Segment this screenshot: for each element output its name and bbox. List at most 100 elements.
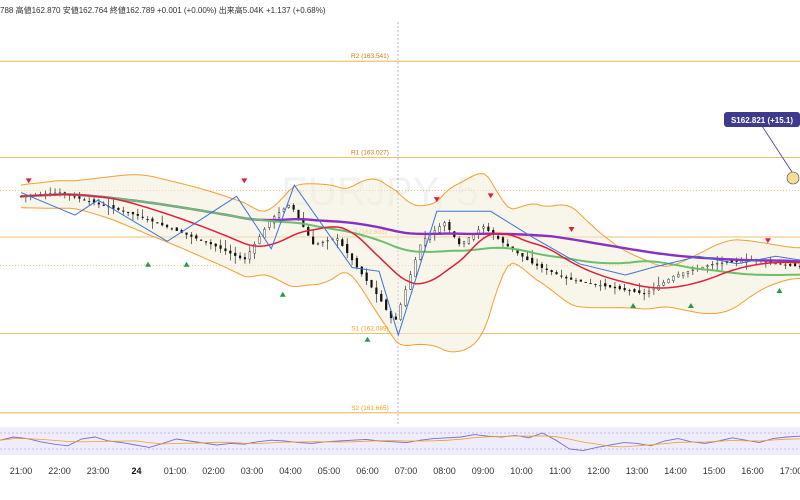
candle-body [720, 262, 724, 265]
candle-body [360, 266, 363, 275]
candle-body [175, 227, 178, 231]
candle-body [604, 283, 607, 287]
candle-body [170, 228, 174, 230]
time-tick-label: 21:00 [10, 466, 33, 476]
mid-ma-line [20, 193, 800, 276]
buy-arrow [687, 303, 694, 309]
upper-band [20, 173, 800, 267]
candle-body [633, 288, 636, 292]
time-tick-label: 03:00 [241, 466, 264, 476]
candle-body [414, 259, 417, 277]
time-tick-label: 24 [131, 466, 141, 476]
candle-body [448, 222, 451, 230]
bollinger-bands [20, 173, 800, 353]
candle-body [677, 274, 680, 278]
candle-body [312, 236, 315, 245]
candle-body [229, 250, 232, 254]
price-label[interactable]: S162.821 (+15.1) [724, 112, 800, 185]
candle-body [78, 196, 81, 199]
candle-body [190, 234, 193, 237]
candle-body [394, 316, 397, 320]
candle-body [117, 207, 120, 210]
candle-body [672, 276, 675, 281]
candle-body [560, 275, 563, 277]
candle-body [793, 263, 797, 267]
candle-body [234, 252, 237, 256]
candle-body [253, 243, 256, 254]
candle-body [185, 232, 188, 235]
candle-body [667, 279, 670, 283]
candle-body [204, 241, 208, 243]
pivot-label: R2 (163.541) [351, 53, 389, 60]
time-tick-label: 11:00 [549, 466, 571, 476]
candle-body [214, 243, 217, 247]
candle-body [706, 265, 709, 267]
candle-body [321, 241, 324, 243]
candle-body [404, 289, 407, 306]
candle-body [224, 248, 227, 252]
candle-body [613, 286, 617, 289]
candle-body [550, 270, 553, 273]
zigzag-line [20, 184, 800, 337]
sell-arrow [241, 178, 248, 184]
candle-body [711, 264, 714, 266]
candle-body [565, 276, 568, 279]
time-tick-label: 07:00 [395, 466, 418, 476]
signal-arrows [25, 178, 783, 342]
pivot-label: R1 (163.027) [351, 150, 389, 157]
candle-body [662, 282, 665, 286]
candle-body [691, 269, 694, 271]
candle-body [730, 260, 733, 263]
time-tick-label: 16:00 [741, 466, 764, 476]
candle-body [122, 210, 125, 212]
price-label-text: S162.821 (+15.1) [731, 116, 793, 125]
candle-body [156, 222, 159, 224]
candle-body [83, 199, 86, 201]
buy-arrow [364, 336, 371, 342]
time-tick-label: 17:00 [780, 466, 800, 476]
candle-body [618, 286, 621, 290]
candle-body [268, 221, 271, 228]
candle-body [589, 283, 592, 285]
candle-body [789, 264, 792, 266]
candle-body [638, 290, 641, 293]
candle-body [594, 283, 597, 285]
candle-body [399, 304, 402, 320]
rsi-line [0, 432, 800, 452]
sell-arrow [487, 193, 494, 199]
candle-body [258, 236, 261, 244]
candle-body [112, 205, 115, 209]
candle-body [102, 204, 105, 206]
candle-body [200, 239, 203, 241]
time-tick-label: 12:00 [587, 466, 610, 476]
sell-arrow [764, 238, 771, 244]
candle-body [375, 287, 378, 295]
time-tick-label: 23:00 [87, 466, 110, 476]
candle-body [97, 202, 100, 205]
candle-body [336, 238, 339, 241]
time-axis: 21:00 22:00 23:00 24 01:00 02:00 03:00 04:00 05:… [10, 466, 800, 476]
candle-body [341, 239, 344, 246]
time-tick-label: 05:00 [318, 466, 341, 476]
candle-body [438, 226, 441, 233]
candle-body [540, 263, 544, 268]
candle-body [297, 209, 300, 219]
zigzag-path [20, 184, 800, 337]
candle-body [243, 257, 247, 260]
candle-body [487, 226, 490, 231]
candle-body [570, 277, 573, 280]
candle-body [141, 216, 144, 218]
long-ma-line [20, 193, 800, 263]
rsi-signal-line [0, 435, 800, 448]
time-tick-label: 08:00 [433, 466, 456, 476]
candle-body [555, 272, 558, 275]
buy-arrow [279, 291, 286, 297]
candle-body [574, 280, 578, 282]
time-tick-label: 13:00 [626, 466, 649, 476]
buy-arrow [776, 288, 783, 294]
time-tick-label: 10:00 [510, 466, 533, 476]
candle-body [292, 205, 295, 210]
candle-body [151, 218, 154, 222]
candle-body [482, 226, 485, 229]
